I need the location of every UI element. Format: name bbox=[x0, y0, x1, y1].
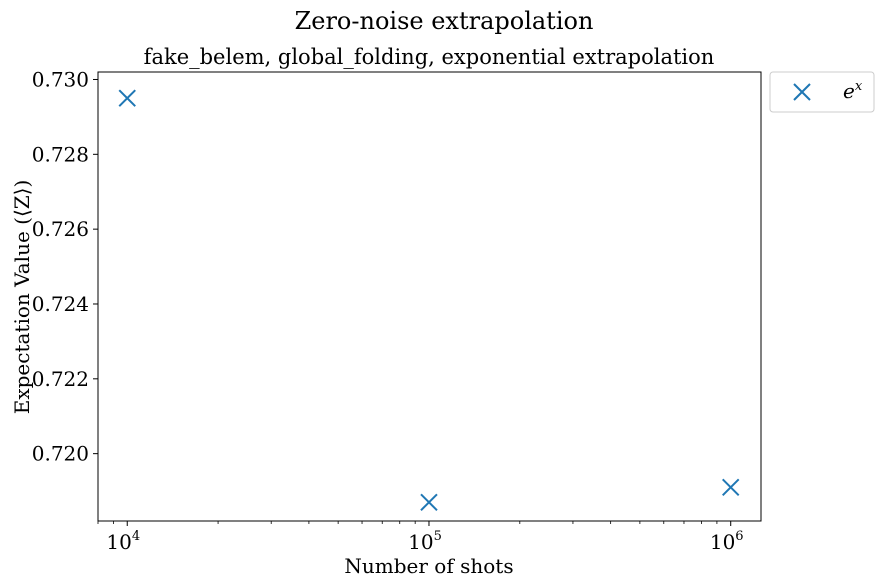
x-tick-label: 106 bbox=[710, 529, 744, 554]
legend: ex bbox=[769, 71, 875, 113]
legend-label-exp: x bbox=[855, 79, 863, 94]
y-tick-label: 0.722 bbox=[32, 367, 89, 391]
data-points bbox=[118, 89, 740, 511]
data-point bbox=[420, 493, 438, 511]
x-tick-label-exp: 6 bbox=[735, 529, 743, 544]
legend-marker bbox=[793, 83, 811, 101]
legend-label-base: e bbox=[843, 79, 855, 103]
x-tick-label-base: 10 bbox=[408, 530, 433, 554]
y-axis-label: Expectation Value (⟨Z⟩) bbox=[10, 180, 34, 415]
x-tick-label-exp: 5 bbox=[434, 529, 442, 544]
legend-x-marker bbox=[793, 83, 811, 101]
y-axis: 0.720 0.722 0.724 0.726 0.728 0.730 bbox=[32, 67, 98, 466]
marker-stroke bbox=[118, 89, 136, 107]
x-tick-label-base: 10 bbox=[106, 530, 131, 554]
y-tick-label: 0.730 bbox=[32, 67, 89, 91]
chart-title: Zero-noise extrapolation bbox=[295, 7, 594, 35]
x-tick-label-exp: 4 bbox=[132, 529, 140, 544]
data-point bbox=[118, 89, 136, 107]
x-axis: 104 105 106 bbox=[97, 521, 744, 554]
plot-area bbox=[97, 71, 762, 522]
data-point bbox=[722, 478, 740, 497]
y-tick-label: 0.720 bbox=[32, 442, 89, 466]
x-axis-label: Number of shots bbox=[344, 554, 513, 578]
x-tick-label-base: 10 bbox=[710, 530, 735, 554]
chart-subtitle: fake_belem, global_folding, exponential … bbox=[144, 45, 715, 69]
x-tick-label: 104 bbox=[106, 529, 140, 554]
marker-stroke bbox=[722, 478, 740, 497]
legend-frame bbox=[769, 71, 875, 113]
legend-label: ex bbox=[843, 79, 863, 103]
marker-stroke bbox=[420, 493, 438, 511]
x-tick-label: 105 bbox=[408, 529, 442, 554]
marker-stroke bbox=[793, 83, 811, 101]
y-tick-label: 0.728 bbox=[32, 142, 89, 166]
y-tick-label: 0.726 bbox=[32, 217, 89, 241]
y-tick-label: 0.724 bbox=[32, 292, 89, 316]
